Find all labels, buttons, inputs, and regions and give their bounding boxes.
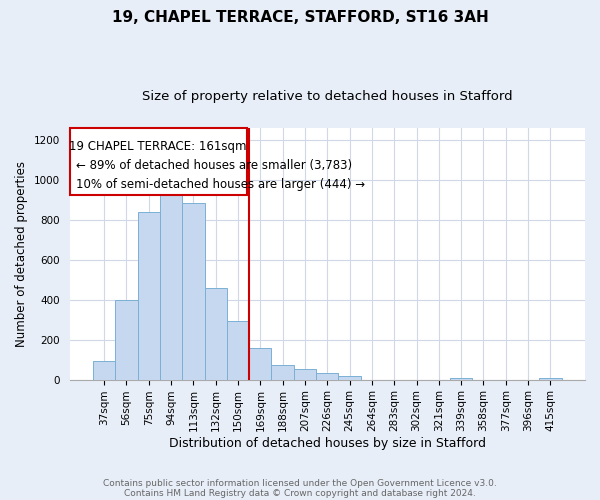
Bar bbox=[205, 288, 227, 380]
Text: 19 CHAPEL TERRACE: 161sqm: 19 CHAPEL TERRACE: 161sqm bbox=[69, 140, 247, 153]
Text: 19, CHAPEL TERRACE, STAFFORD, ST16 3AH: 19, CHAPEL TERRACE, STAFFORD, ST16 3AH bbox=[112, 10, 488, 25]
Text: Contains public sector information licensed under the Open Government Licence v3: Contains public sector information licen… bbox=[103, 478, 497, 488]
Y-axis label: Number of detached properties: Number of detached properties bbox=[15, 160, 28, 346]
Bar bbox=[93, 360, 115, 380]
Bar bbox=[271, 365, 294, 380]
Text: 10% of semi-detached houses are larger (444) →: 10% of semi-detached houses are larger (… bbox=[76, 178, 365, 192]
Bar bbox=[160, 186, 182, 380]
Bar bbox=[249, 348, 271, 380]
Bar bbox=[182, 202, 205, 380]
Text: ← 89% of detached houses are smaller (3,783): ← 89% of detached houses are smaller (3,… bbox=[76, 160, 352, 172]
Bar bbox=[115, 300, 137, 380]
Bar bbox=[338, 376, 361, 380]
Title: Size of property relative to detached houses in Stafford: Size of property relative to detached ho… bbox=[142, 90, 512, 103]
Bar bbox=[316, 372, 338, 380]
Bar bbox=[539, 378, 562, 380]
Text: Contains HM Land Registry data © Crown copyright and database right 2024.: Contains HM Land Registry data © Crown c… bbox=[124, 488, 476, 498]
Bar bbox=[450, 378, 472, 380]
Bar bbox=[137, 212, 160, 380]
Bar bbox=[227, 320, 249, 380]
X-axis label: Distribution of detached houses by size in Stafford: Distribution of detached houses by size … bbox=[169, 437, 486, 450]
Bar bbox=[294, 369, 316, 380]
